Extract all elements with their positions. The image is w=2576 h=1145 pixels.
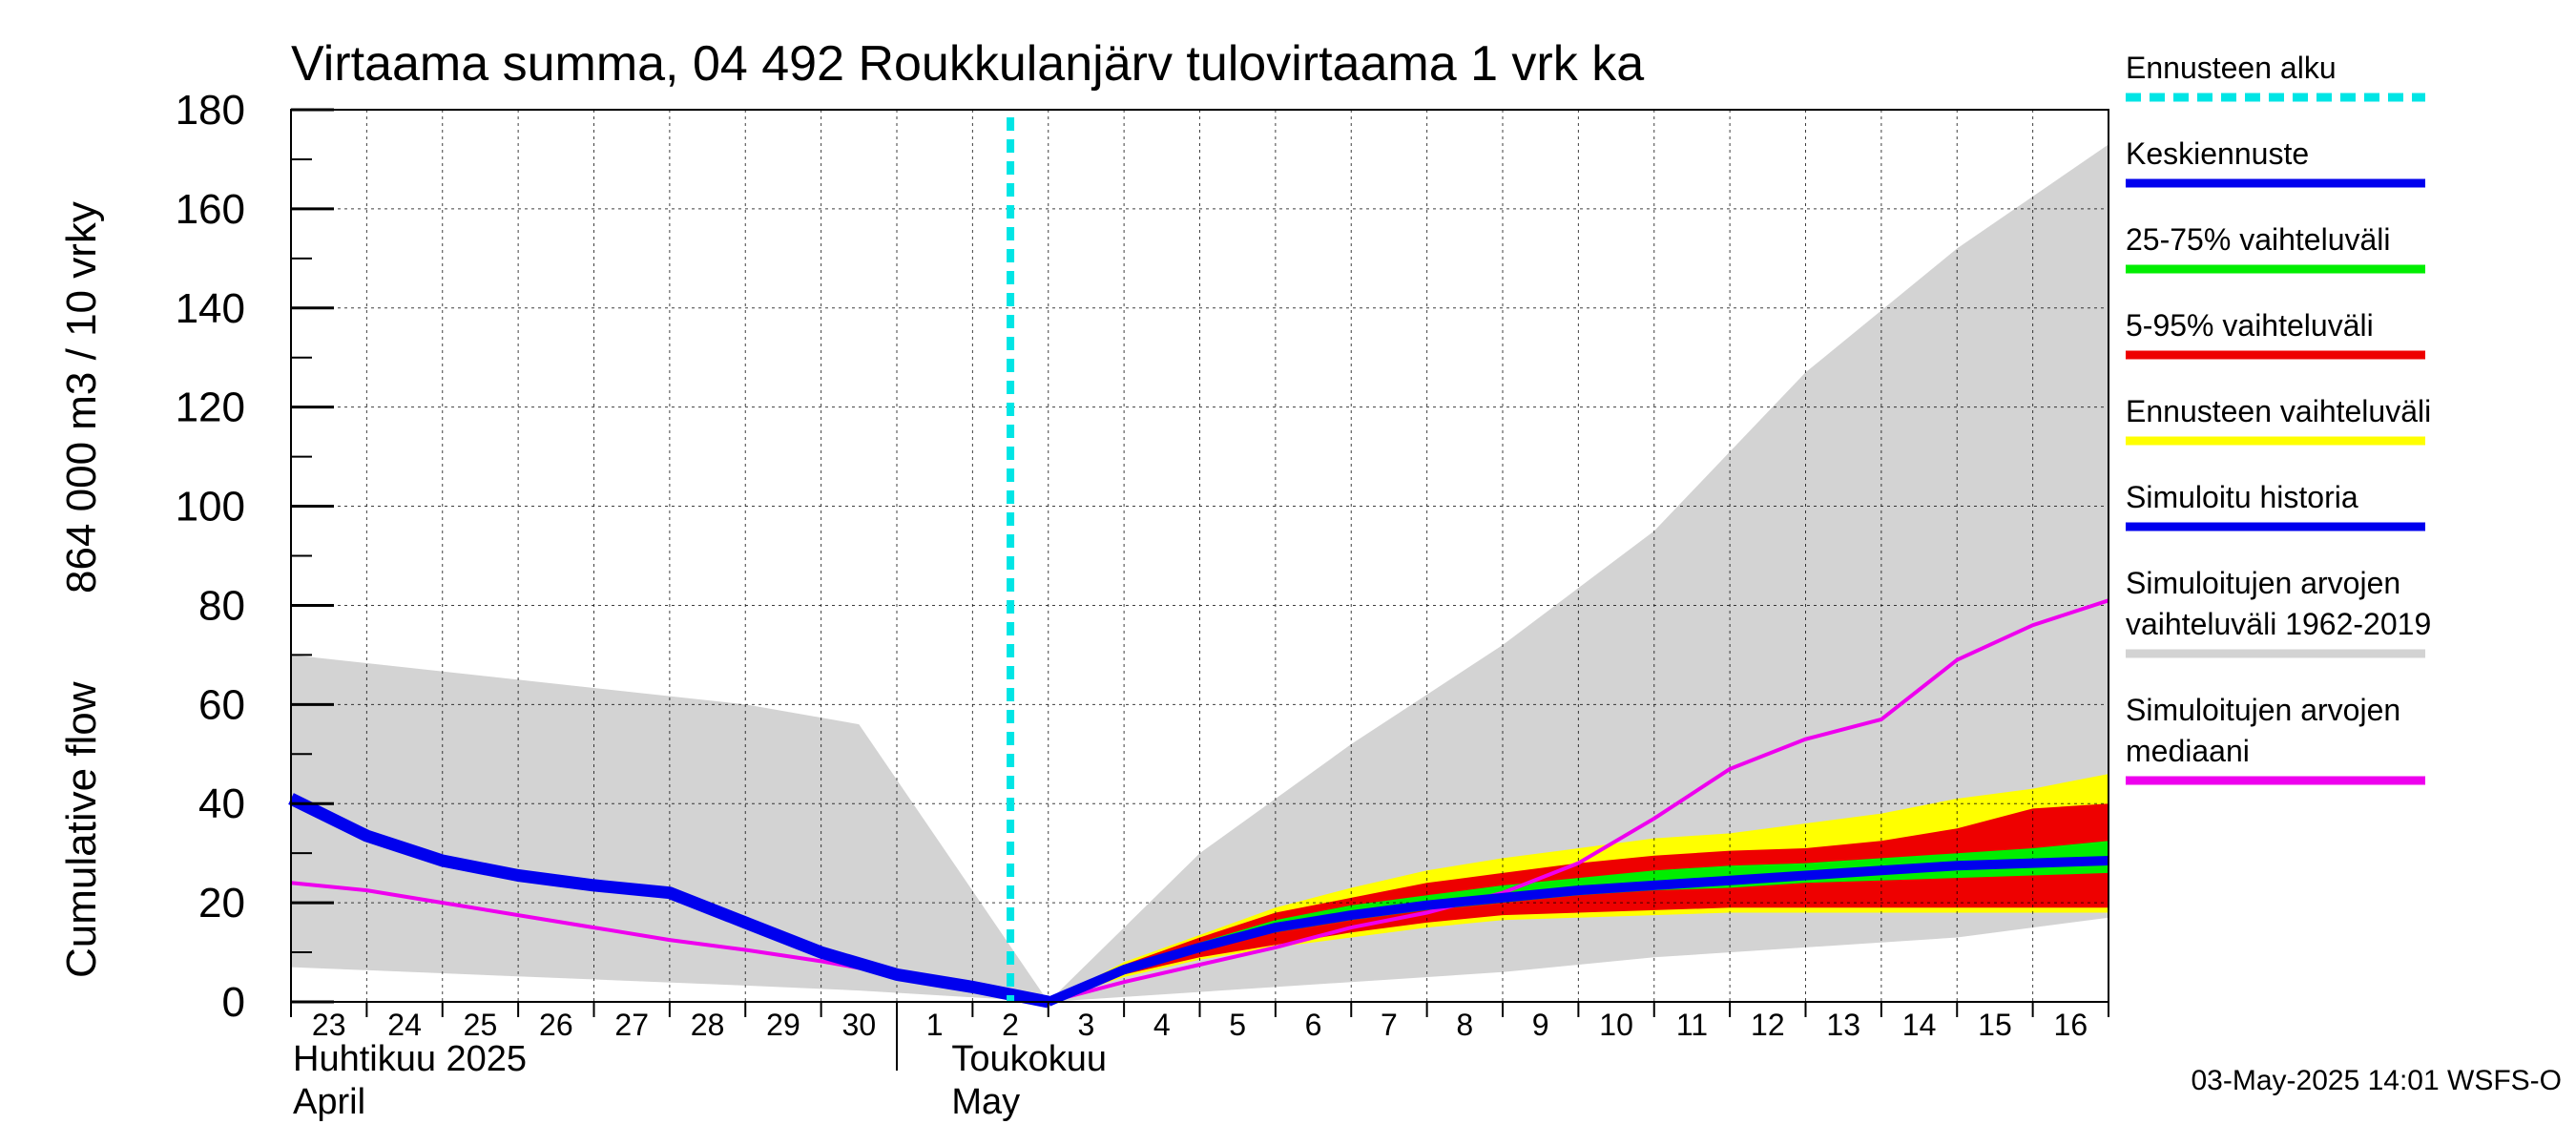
legend-label-line2: vaihteluväli 1962-2019 — [2126, 607, 2431, 641]
footer-timestamp: 03-May-2025 14:01 WSFS-O — [2192, 1065, 2563, 1096]
y-tick-label: 60 — [198, 681, 245, 728]
x-tick-label: 30 — [842, 1008, 877, 1042]
x-tick-label: 2 — [1002, 1008, 1019, 1042]
y-axis-label-top: 864 000 m3 / 10 vrky — [58, 201, 105, 593]
x-tick-label: 10 — [1599, 1008, 1633, 1042]
legend-label: 25-75% vaihteluväli — [2126, 222, 2391, 257]
gridlines — [291, 109, 2109, 1002]
x-tick-label: 28 — [691, 1008, 725, 1042]
mean-forecast-line — [1046, 856, 2109, 1007]
y-tick-label: 0 — [222, 979, 245, 1026]
x-tick-label: 15 — [1978, 1008, 2012, 1042]
axes — [290, 108, 2109, 1071]
month-label-fi: Toukokuu — [951, 1039, 1107, 1079]
historical-range-area — [291, 144, 2109, 1002]
legend-label: Ennusteen vaihteluväli — [2126, 394, 2431, 428]
legend-label: Simuloitujen arvojen — [2126, 693, 2400, 727]
p5-95-area — [1048, 803, 2109, 1002]
x-tick-labels: 23 24 25 26 27 28 29 30 1 2 3 4 5 6 7 8 9 10 11 12 13 14 15 16H… — [293, 1008, 2088, 1122]
x-tick-label: 11 — [1676, 1008, 1708, 1042]
x-tick-label: 16 — [2054, 1008, 2088, 1042]
series-lines — [288, 598, 2109, 1009]
x-tick-label: 8 — [1456, 1008, 1473, 1042]
x-tick-label: 14 — [1902, 1008, 1937, 1042]
y-tick-label: 20 — [198, 880, 245, 926]
x-tick-label: 24 — [387, 1008, 422, 1042]
legend-label: Simuloitu historia — [2126, 480, 2358, 514]
x-tick-label: 12 — [1751, 1008, 1785, 1042]
legend-label: Simuloitujen arvojen — [2126, 566, 2400, 600]
simulated-history-line — [288, 793, 1050, 1009]
y-tick-label: 140 — [176, 285, 245, 332]
x-tick-label: 29 — [766, 1008, 800, 1042]
legend-label: Keskiennuste — [2126, 136, 2309, 171]
chart-title: Virtaama summa, 04 492 Roukkulanjärv tul… — [291, 36, 1644, 92]
month-label-fi: Huhtikuu 2025 — [293, 1039, 527, 1079]
y-tick-label: 120 — [176, 385, 245, 431]
x-tick-label: 26 — [539, 1008, 573, 1042]
y-tick-label: 100 — [176, 484, 245, 531]
p25-75-area — [1048, 841, 2109, 1002]
y-tick-label: 160 — [176, 186, 245, 233]
y-tick-label: 40 — [198, 781, 245, 827]
historical-range-band — [291, 144, 2109, 1002]
x-tick-label: 6 — [1305, 1008, 1322, 1042]
y-tick-labels: 0 20 40 60 80 100 120 140 160 180 — [176, 87, 245, 1026]
x-tick-label: 5 — [1229, 1008, 1246, 1042]
legend: Ennusteen alku Keskiennuste 25-75% vaihtel… — [2126, 51, 2431, 785]
y-tick-label: 180 — [176, 87, 245, 134]
x-tick-label: 13 — [1826, 1008, 1860, 1042]
x-tick-label: 4 — [1153, 1008, 1171, 1042]
x-tick-label: 7 — [1381, 1008, 1398, 1042]
y-axis-label-bottom: Cumulative flow — [58, 681, 105, 978]
x-tick-label: 1 — [926, 1008, 944, 1042]
x-tick-label: 27 — [614, 1008, 649, 1042]
legend-label: Ennusteen alku — [2126, 51, 2337, 85]
x-tick-label: 23 — [312, 1008, 346, 1042]
x-tick-label: 25 — [464, 1008, 498, 1042]
y-tick-label: 80 — [198, 582, 245, 629]
median-line — [290, 598, 2109, 1005]
x-tick-label: 9 — [1532, 1008, 1549, 1042]
month-label-en: April — [293, 1082, 365, 1122]
x-tick-label: 3 — [1078, 1008, 1095, 1042]
legend-label: 5-95% vaihteluväli — [2126, 308, 2374, 343]
legend-label-line2: mediaani — [2126, 734, 2250, 768]
month-label-en: May — [951, 1082, 1020, 1122]
